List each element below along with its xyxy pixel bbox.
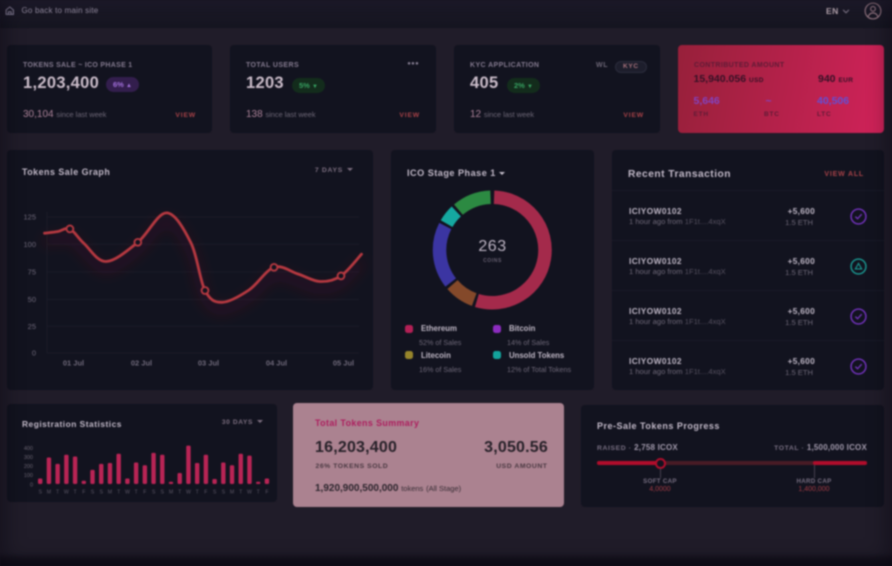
svg-text:T: T: [257, 490, 261, 496]
svg-text:05 Jul: 05 Jul: [333, 359, 354, 368]
svg-text:F: F: [265, 490, 268, 496]
svg-text:200: 200: [24, 464, 33, 470]
svg-text:01 Jul: 01 Jul: [63, 359, 84, 368]
svg-text:75: 75: [28, 268, 36, 277]
svg-text:0: 0: [32, 349, 36, 358]
svg-text:S: S: [213, 490, 217, 496]
svg-text:100: 100: [23, 240, 36, 249]
svg-text:T: T: [239, 490, 243, 496]
svg-text:03 Jul: 03 Jul: [198, 359, 219, 368]
svg-text:S: S: [38, 490, 42, 496]
svg-text:400: 400: [24, 446, 33, 452]
svg-text:T: T: [178, 490, 182, 496]
svg-text:02 Jul: 02 Jul: [131, 359, 152, 368]
svg-text:M: M: [47, 490, 51, 496]
svg-text:F: F: [143, 490, 146, 496]
svg-text:T: T: [56, 490, 60, 496]
svg-text:50: 50: [28, 295, 36, 304]
svg-text:T: T: [196, 490, 200, 496]
svg-text:M: M: [230, 490, 234, 496]
svg-text:T: T: [117, 490, 121, 496]
svg-text:W: W: [247, 490, 252, 496]
svg-text:100: 100: [24, 473, 33, 479]
svg-text:125: 125: [23, 213, 36, 222]
svg-text:S: S: [91, 490, 95, 496]
svg-text:S: S: [161, 490, 165, 496]
svg-text:W: W: [125, 490, 130, 496]
svg-text:S: S: [222, 490, 226, 496]
svg-text:S: S: [100, 490, 104, 496]
svg-text:S: S: [152, 490, 156, 496]
svg-text:T: T: [73, 490, 77, 496]
svg-text:F: F: [82, 490, 85, 496]
svg-text:25: 25: [28, 322, 36, 331]
svg-text:04 Jul: 04 Jul: [266, 359, 287, 368]
svg-text:F: F: [204, 490, 207, 496]
svg-text:0: 0: [30, 482, 33, 488]
svg-text:W: W: [186, 490, 191, 496]
svg-text:M: M: [169, 490, 173, 496]
svg-text:T: T: [135, 490, 139, 496]
svg-text:W: W: [64, 490, 69, 496]
svg-text:300: 300: [24, 455, 33, 461]
svg-text:M: M: [108, 490, 112, 496]
